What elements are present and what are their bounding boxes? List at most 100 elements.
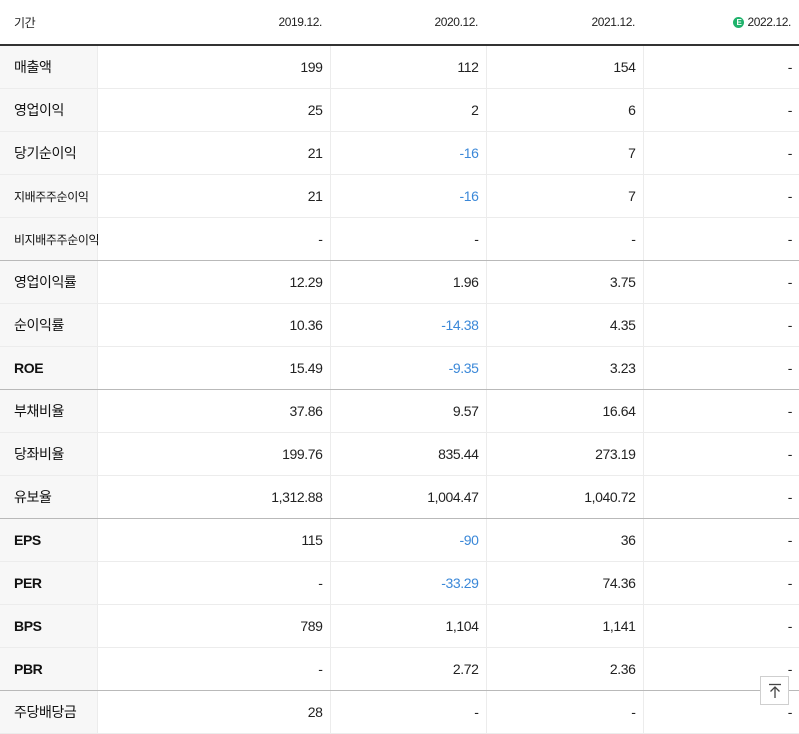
table-row: EPS 115 -90 36 -	[0, 518, 799, 562]
row-label: 매출액	[0, 45, 97, 89]
cell-value: 2.72	[329, 647, 486, 691]
table-row: 부채비율 37.86 9.57 16.64 -	[0, 389, 799, 433]
table-row: 비지배주주순이익 - - - -	[0, 217, 799, 261]
header-period-estimate: E 2022.12.	[643, 0, 799, 46]
cell-value: -	[96, 561, 330, 605]
table-row: BPS 789 1,104 1,141 -	[0, 604, 799, 648]
table-row: 주당배당금 28 - - -	[0, 690, 799, 734]
cell-value: 15.49	[96, 346, 330, 390]
cell-value: -	[642, 389, 799, 433]
row-label: 비지배주주순이익	[0, 217, 100, 261]
row-label: 영업이익률	[0, 260, 97, 304]
table-row: PBR - 2.72 2.36 -	[0, 647, 799, 691]
table-row: 지배주주순이익 21 -16 7 -	[0, 174, 799, 218]
table-row: 순이익률 10.36 -14.38 4.35 -	[0, 303, 799, 347]
row-label: 영업이익	[0, 88, 97, 132]
cell-value: 28	[96, 690, 330, 734]
table-row: 매출액 199 112 154 -	[0, 45, 799, 89]
table-row: 유보율 1,312.88 1,004.47 1,040.72 -	[0, 475, 799, 519]
cell-value: -	[485, 690, 643, 734]
table-row: PER - -33.29 74.36 -	[0, 561, 799, 605]
cell-value: 9.57	[329, 389, 486, 433]
cell-value: -	[485, 217, 643, 261]
cell-value: 199.76	[96, 432, 330, 476]
row-label: 부채비율	[0, 389, 97, 433]
cell-value: -16	[329, 174, 486, 218]
cell-value: -	[642, 45, 799, 89]
cell-value: 21	[96, 174, 330, 218]
row-label: ROE	[0, 346, 97, 390]
cell-value: 4.35	[485, 303, 643, 347]
scroll-top-button[interactable]	[760, 676, 789, 705]
cell-value: 789	[96, 604, 330, 648]
cell-value: -90	[329, 518, 486, 562]
cell-value: -	[642, 432, 799, 476]
cell-value: 12.29	[96, 260, 330, 304]
table-row: 영업이익률 12.29 1.96 3.75 -	[0, 260, 799, 304]
cell-value: -	[329, 217, 486, 261]
header-period: 2021.12.	[486, 0, 643, 46]
cell-value: 1.96	[329, 260, 486, 304]
header-row: 기간 2019.12. 2020.12. 2021.12. E 2022.12.	[0, 0, 799, 46]
cell-value: 10.36	[96, 303, 330, 347]
table-row: ROE 15.49 -9.35 3.23 -	[0, 346, 799, 390]
cell-value: 6	[485, 88, 643, 132]
cell-value: 36	[485, 518, 643, 562]
cell-value: 1,040.72	[485, 475, 643, 519]
cell-value: 112	[329, 45, 486, 89]
row-label: PER	[0, 561, 97, 605]
cell-value: 74.36	[485, 561, 643, 605]
cell-value: 2.36	[485, 647, 643, 691]
cell-value: 1,004.47	[329, 475, 486, 519]
header-period: 2020.12.	[330, 0, 486, 46]
cell-value: -	[642, 174, 799, 218]
row-label: BPS	[0, 604, 97, 648]
header-label: 기간	[0, 0, 97, 46]
cell-value: 115	[96, 518, 330, 562]
cell-value: 37.86	[96, 389, 330, 433]
cell-value: -	[642, 217, 799, 261]
cell-value: 2	[329, 88, 486, 132]
cell-value: 7	[485, 174, 643, 218]
cell-value: -	[642, 131, 799, 175]
row-label: 당기순이익	[0, 131, 97, 175]
cell-value: -14.38	[329, 303, 486, 347]
table-row: 당좌비율 199.76 835.44 273.19 -	[0, 432, 799, 476]
cell-value: -	[329, 690, 486, 734]
cell-value: -	[642, 561, 799, 605]
row-label: 지배주주순이익	[0, 174, 97, 218]
cell-value: 3.23	[485, 346, 643, 390]
cell-value: 154	[485, 45, 643, 89]
cell-value: -	[642, 518, 799, 562]
cell-value: -	[642, 604, 799, 648]
cell-value: -9.35	[329, 346, 486, 390]
row-label: 순이익률	[0, 303, 97, 347]
row-label: 유보율	[0, 475, 97, 519]
header-period-label: 2022.12.	[747, 15, 791, 29]
cell-value: -	[642, 260, 799, 304]
cell-value: 1,141	[485, 604, 643, 648]
cell-value: 1,312.88	[96, 475, 330, 519]
cell-value: -	[642, 346, 799, 390]
arrow-up-icon	[768, 683, 781, 698]
row-label: PBR	[0, 647, 97, 691]
cell-value: -33.29	[329, 561, 486, 605]
estimate-icon: E	[733, 17, 745, 28]
cell-value: -	[96, 217, 330, 261]
cell-value: -	[642, 303, 799, 347]
cell-value: 273.19	[485, 432, 643, 476]
cell-value: -	[642, 88, 799, 132]
cell-value: 7	[485, 131, 643, 175]
cell-value: 16.64	[485, 389, 643, 433]
cell-value: 21	[96, 131, 330, 175]
cell-value: -	[642, 475, 799, 519]
table-row: 당기순이익 21 -16 7 -	[0, 131, 799, 175]
cell-value: 835.44	[329, 432, 486, 476]
row-label: 당좌비율	[0, 432, 97, 476]
table-row: 영업이익 25 2 6 -	[0, 88, 799, 132]
row-label: EPS	[0, 518, 97, 562]
cell-value: -	[96, 647, 330, 691]
cell-value: 199	[96, 45, 330, 89]
cell-value: 25	[96, 88, 330, 132]
